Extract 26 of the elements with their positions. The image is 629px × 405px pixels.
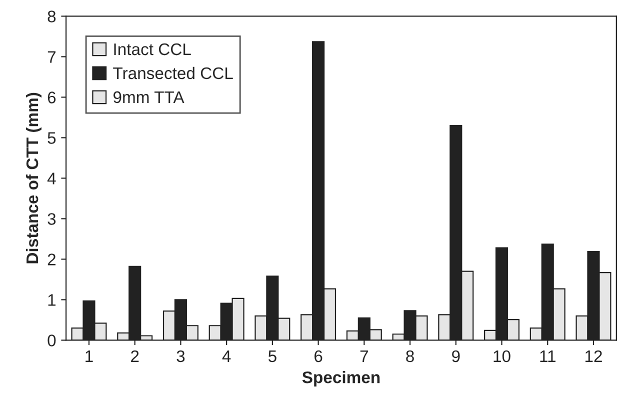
x-tick-label: 9 [452,350,460,362]
x-tick-label: 10 [494,350,510,362]
x-tick-label: 2 [131,350,139,362]
y-tick-label: 1 [48,294,56,306]
legend-label: 9mm TTA [113,91,184,104]
x-tick-label: 8 [406,350,414,362]
x-tick-label: 1 [86,350,93,362]
y-axis-title: Distance of CTT (mm) [26,92,42,264]
x-tick-label: 6 [314,350,322,362]
y-tick-label: 4 [47,172,56,184]
y-tick-label: 7 [48,51,56,63]
x-tick-label: 11 [540,350,556,362]
legend-label: Intact CCL [114,43,191,56]
x-axis-title: Specimen [302,371,380,387]
x-tick-label: 3 [176,350,185,362]
y-tick-label: 6 [48,92,56,104]
x-tick-label: 4 [222,350,231,362]
y-tick-label: 5 [48,132,56,144]
x-tick-label: 12 [585,350,602,362]
y-tick-label: 0 [48,334,56,346]
legend-label: Transected CCL [113,66,233,80]
y-tick-label: 8 [48,10,56,22]
y-tick-label: 2 [48,254,56,266]
x-tick-label: 5 [268,350,276,362]
x-tick-label: 7 [360,350,368,362]
y-tick-label: 3 [48,213,56,225]
